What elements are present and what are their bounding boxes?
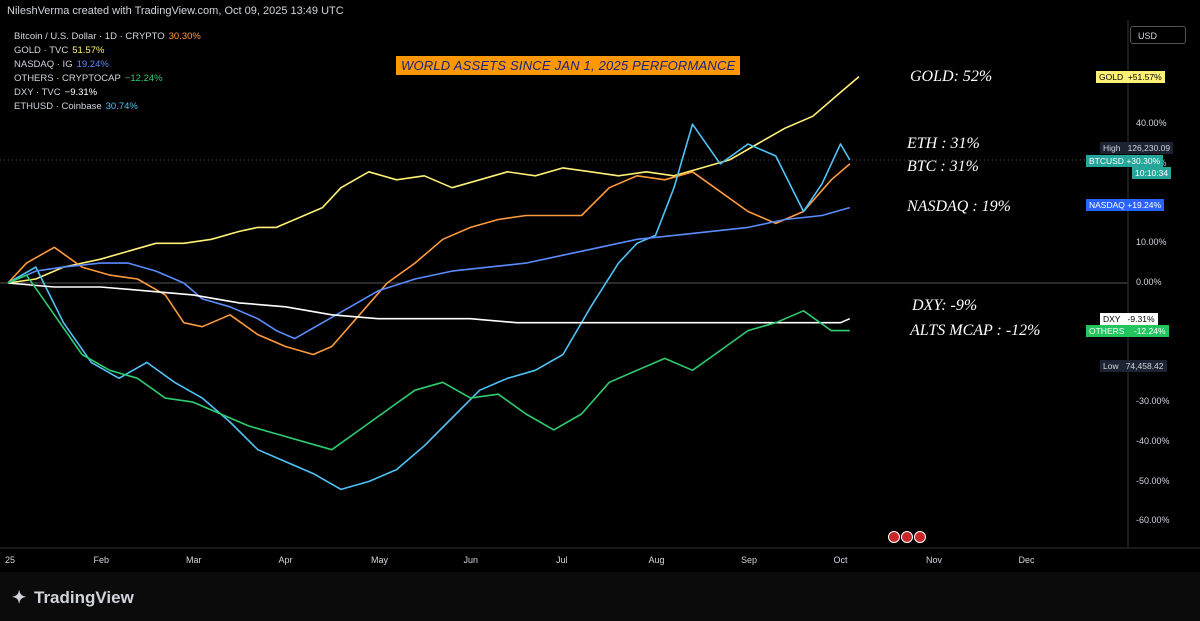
- x-tick-label: Aug: [648, 555, 665, 565]
- annotation-eth: ETH : 31%: [907, 135, 980, 152]
- series-line-eth: [7, 123, 851, 491]
- annotation-nasdaq: NASDAQ : 19%: [907, 198, 1011, 215]
- y-tick-label: -50.00%: [1136, 475, 1170, 486]
- legend-value: 30.74%: [105, 101, 138, 112]
- y-tick-label: -40.00%: [1136, 435, 1170, 446]
- series-line-nasdaq: [7, 206, 851, 340]
- event-flag-icon[interactable]: [888, 531, 900, 543]
- legend-label: GOLD · TVC: [14, 45, 69, 56]
- x-tick-label: Oct: [833, 555, 848, 565]
- badge-btc: BTCUSD +30.30%: [1086, 155, 1164, 167]
- y-tick-label: 0.00%: [1136, 277, 1162, 287]
- legend-item[interactable]: OTHERS · CRYPTOCAP −12.24%: [14, 72, 201, 86]
- legend-value: −12.24%: [124, 73, 163, 84]
- series-line-btc: [7, 163, 851, 356]
- y-tick-label: -30.00%: [1136, 396, 1170, 407]
- y-tick-label: 10.00%: [1136, 237, 1167, 248]
- legend-item[interactable]: ETHUSD · Coinbase 30.74%: [14, 100, 201, 114]
- legend-value: 19.24%: [76, 59, 109, 70]
- legend-item[interactable]: GOLD · TVC 51.57%: [14, 44, 201, 58]
- badge-btc-time: 10:10:34: [1132, 167, 1172, 179]
- x-tick-label: Feb: [93, 555, 110, 565]
- event-flag-icon[interactable]: [914, 531, 926, 543]
- legend-label: NASDAQ · IG: [14, 59, 73, 70]
- legend-value: 51.57%: [72, 45, 105, 56]
- annotation-dxy: DXY: -9%: [912, 297, 978, 314]
- chart-title: WORLD ASSETS SINCE JAN 1, 2025 PERFORMAN…: [396, 56, 741, 75]
- x-tick-label: Mar: [186, 555, 202, 565]
- y-tick-label: -60.00%: [1136, 515, 1170, 526]
- annotation-alts: ALTS MCAP : -12%: [910, 322, 1041, 339]
- badge-dxy: DXY -9.31%: [1100, 313, 1158, 325]
- x-tick-label: 25: [5, 555, 16, 565]
- legend-item[interactable]: DXY · TVC −9.31%: [14, 86, 201, 100]
- event-flag-icon[interactable]: [901, 531, 913, 543]
- tradingview-logo[interactable]: ✦ TradingView: [12, 588, 134, 607]
- x-tick-label: Dec: [1018, 555, 1035, 565]
- badge-high: High 126,230.09: [1100, 142, 1174, 154]
- x-tick-label: Jun: [463, 555, 479, 565]
- legend-label: Bitcoin / U.S. Dollar · 1D · CRYPTO: [14, 31, 165, 42]
- legend-item[interactable]: NASDAQ · IG 19.24%: [14, 58, 201, 72]
- series-legend: Bitcoin / U.S. Dollar · 1D · CRYPTO 30.30…: [14, 30, 201, 114]
- badge-others: OTHERS -12.24%: [1086, 325, 1169, 337]
- x-tick-label: Nov: [926, 555, 943, 565]
- x-tick-label: Jul: [556, 555, 568, 565]
- legend-value: 30.30%: [168, 31, 201, 42]
- tradingview-mark-icon: ✦: [12, 588, 26, 607]
- badge-nasdaq: NASDAQ +19.24%: [1086, 199, 1165, 211]
- legend-value: −9.31%: [64, 87, 98, 98]
- series-line-others: [7, 274, 850, 451]
- x-tick-label: Apr: [278, 555, 293, 565]
- badge-gold: GOLD +51.57%: [1096, 71, 1165, 83]
- footer: ✦ TradingView: [0, 572, 1200, 621]
- attribution-header: NileshVerma created with TradingView.com…: [7, 5, 344, 17]
- legend-label: OTHERS · CRYPTOCAP: [14, 73, 121, 84]
- event-markers[interactable]: [888, 530, 927, 548]
- x-tick-label: Sep: [741, 555, 758, 565]
- x-tick-label: May: [371, 555, 389, 565]
- series-line-dxy: [7, 282, 851, 324]
- y-tick-label: 40.00%: [1136, 118, 1167, 129]
- annotation-btc: BTC : 31%: [907, 158, 979, 175]
- annotation-gold: GOLD: 52%: [910, 68, 993, 85]
- badge-low: Low 74,458.42: [1100, 360, 1167, 372]
- legend-label: DXY · TVC: [14, 87, 61, 98]
- legend-label: ETHUSD · Coinbase: [14, 101, 102, 112]
- legend-item[interactable]: Bitcoin / U.S. Dollar · 1D · CRYPTO 30.30…: [14, 30, 201, 44]
- currency-selector[interactable]: USD: [1130, 26, 1186, 44]
